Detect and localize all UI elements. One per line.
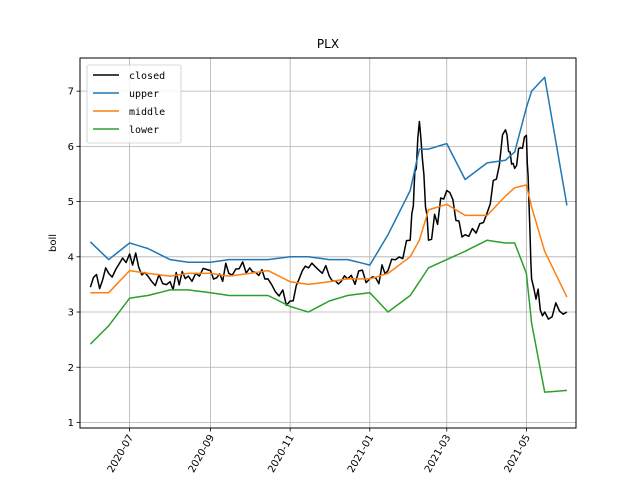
series-line-upper xyxy=(89,76,568,266)
legend-label-upper: upper xyxy=(129,89,159,100)
y-tick-label: 3 xyxy=(68,308,74,319)
y-tick-label: 5 xyxy=(68,197,74,208)
series-line-lower xyxy=(89,239,567,393)
legend-label-middle: middle xyxy=(129,107,165,118)
legend-label-closed: closed xyxy=(129,71,165,82)
y-tick-label: 4 xyxy=(68,252,74,263)
chart-title: PLX xyxy=(317,37,339,51)
y-tick-label: 1 xyxy=(68,418,74,429)
series-line-closed xyxy=(89,120,568,320)
y-axis: 1 2 3 4 5 6 7 xyxy=(68,87,80,429)
legend-box xyxy=(86,64,182,144)
series-lines xyxy=(89,76,568,393)
y-tick-label: 2 xyxy=(68,363,74,374)
series-line-middle xyxy=(90,184,568,298)
legend-label-lower: lower xyxy=(129,125,159,136)
y-tick-label: 7 xyxy=(68,87,74,98)
y-tick-label: 6 xyxy=(68,142,74,153)
y-axis-label: boll xyxy=(48,234,59,252)
plot-frame xyxy=(79,57,577,429)
legend: closed upper middle lower xyxy=(86,64,182,144)
